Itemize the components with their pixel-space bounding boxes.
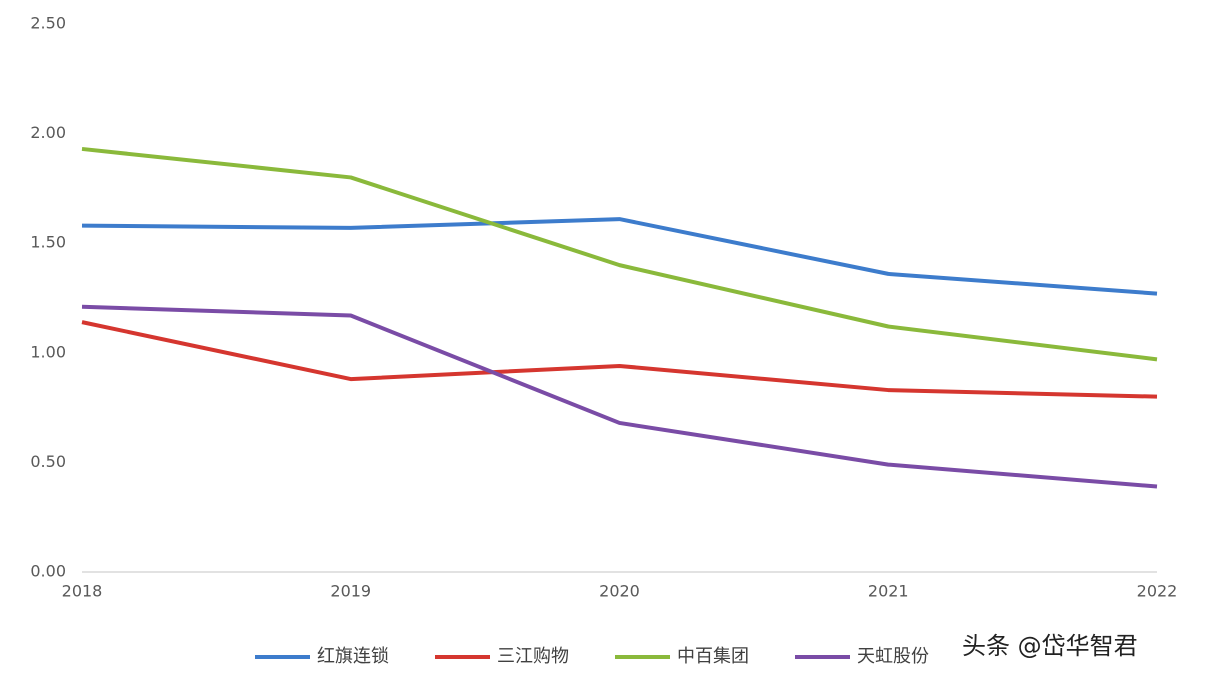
series-line	[81, 217, 1158, 296]
legend-label: 中百集团	[677, 646, 749, 667]
x-tick-label: 2019	[330, 582, 371, 601]
series-line	[81, 320, 1158, 399]
y-tick-label: 0.00	[30, 562, 66, 581]
legend-label: 天虹股份	[857, 646, 929, 667]
y-tick-label: 1.00	[30, 342, 66, 361]
y-tick-label: 2.50	[30, 14, 66, 33]
legend-label: 红旗连锁	[317, 646, 389, 667]
y-tick-label: 1.50	[30, 233, 66, 252]
y-tick-label: 0.50	[30, 452, 66, 471]
watermark: 头条 @岱华智君	[962, 632, 1138, 660]
series-line	[81, 304, 1158, 489]
x-tick-label: 2021	[868, 582, 909, 601]
legend-label: 三江购物	[497, 646, 569, 667]
x-tick-label: 2018	[62, 582, 103, 601]
series-line	[81, 146, 1158, 362]
x-tick-label: 2020	[599, 582, 640, 601]
y-tick-label: 2.00	[30, 123, 66, 142]
x-tick-label: 2022	[1137, 582, 1178, 601]
